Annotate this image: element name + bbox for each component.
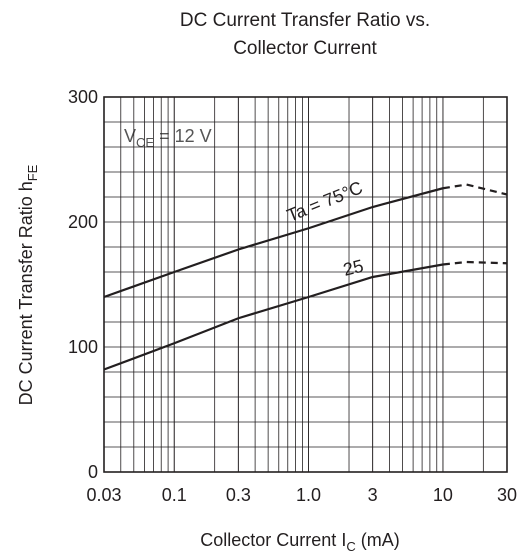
- annotation-sub: CE: [136, 135, 154, 150]
- x-tick-label: 0.03: [86, 485, 121, 505]
- chart-title: DC Current Transfer Ratio vs.: [180, 10, 430, 31]
- y-tick-label: 300: [68, 87, 98, 107]
- chart-title: Collector Current: [233, 38, 377, 59]
- x-tick-label: 30: [497, 485, 517, 505]
- curve: [103, 187, 444, 299]
- x-axis-label: Collector Current IC (mA): [200, 530, 399, 554]
- x-tick-label: 1.0: [296, 485, 321, 505]
- x-tick-label: 0.3: [226, 485, 251, 505]
- y-tick-label: 100: [68, 337, 98, 357]
- plot-frame: [103, 96, 508, 473]
- annotation-rest: = 12 V: [154, 126, 212, 146]
- x-tick-label: 10: [433, 485, 453, 505]
- curve-label: Ta = 75°C: [284, 177, 365, 225]
- y-tick-label: 200: [68, 212, 98, 232]
- x-axis-label-text: Collector Current I: [200, 530, 346, 550]
- curve: [442, 260, 508, 266]
- x-axis-label-unit: (mA): [356, 530, 400, 550]
- x-tick-label: 0.1: [162, 485, 187, 505]
- curve: [103, 263, 444, 371]
- annotation-text: V: [124, 126, 136, 146]
- y-tick-label: 0: [88, 462, 98, 482]
- x-axis-label-sub: C: [346, 539, 355, 554]
- curve: [442, 183, 508, 196]
- x-tick-label: 3: [368, 485, 378, 505]
- y-axis-label: DC Current Transfer Ratio hFE: [16, 164, 40, 405]
- y-axis-label-text: DC Current Transfer Ratio h: [16, 181, 36, 405]
- y-axis-label-sub: FE: [25, 164, 40, 181]
- curve-label: 25: [341, 256, 365, 280]
